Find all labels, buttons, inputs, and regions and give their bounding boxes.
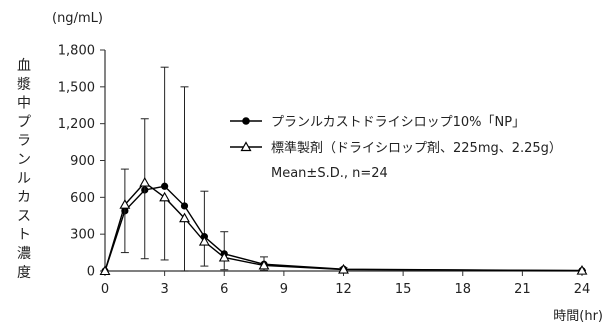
data-point xyxy=(180,202,189,210)
y-tick-label: 900 xyxy=(70,154,95,169)
data-point xyxy=(159,191,171,202)
series-layer xyxy=(99,66,588,276)
series-reference-drug xyxy=(99,176,588,276)
data-point xyxy=(161,182,169,190)
y-tick-label: 0 xyxy=(87,265,95,280)
data-point xyxy=(218,251,230,262)
x-tick-label: 21 xyxy=(514,282,531,297)
y-tick-label: 1,500 xyxy=(58,80,95,95)
y-tick-label: 300 xyxy=(70,228,95,243)
data-point xyxy=(198,235,210,246)
legend: プランルカストドライシロップ10%「NP」 標準製剤（ドライシロップ剤、225m… xyxy=(230,115,562,181)
x-tick-label: 3 xyxy=(160,282,168,297)
x-tick-label: 18 xyxy=(454,282,471,297)
y-axis-label-char: 中 xyxy=(17,96,31,112)
series-line xyxy=(104,181,583,272)
y-axis-label-char: ン xyxy=(17,152,31,168)
data-point xyxy=(99,265,111,276)
legend-item-test-drug: プランルカストドライシロップ10%「NP」 xyxy=(230,115,525,130)
y-axis-ticks: 0 300 600 900 1,200 1,500 1,800 xyxy=(58,44,105,280)
y-axis-label-char: ス xyxy=(17,208,31,224)
legend-item-reference-drug: 標準製剤（ドライシロップ剤、225mg、2.25g） xyxy=(230,140,562,156)
y-axis-label-char: カ xyxy=(17,190,31,206)
legend-note: Mean±S.D., n=24 xyxy=(271,166,388,181)
legend-label-test-drug: プランルカストドライシロップ10%「NP」 xyxy=(271,115,525,130)
data-point xyxy=(576,265,588,275)
y-tick-label: 1,200 xyxy=(58,117,95,132)
y-axis-label-char: 血 xyxy=(17,58,31,74)
y-axis-label-char: プ xyxy=(17,114,31,130)
x-tick-label: 12 xyxy=(335,282,352,297)
data-point xyxy=(179,212,190,223)
data-point xyxy=(338,263,349,274)
y-axis-label-char: ラ xyxy=(17,133,31,149)
y-axis-label-char: 度 xyxy=(17,265,31,281)
legend-marker-filled-circle xyxy=(242,117,250,125)
axes xyxy=(104,50,582,272)
data-point xyxy=(258,259,270,270)
y-axis-label-char: ト xyxy=(17,227,31,243)
x-axis-ticks: 0 3 6 9 12 15 18 21 24 xyxy=(101,271,590,297)
legend-label-reference-drug: 標準製剤（ドライシロップ剤、225mg、2.25g） xyxy=(271,140,562,156)
x-tick-label: 0 xyxy=(101,282,109,297)
x-tick-label: 24 xyxy=(574,282,591,297)
y-axis-label-char: 濃 xyxy=(17,246,31,262)
x-tick-label: 6 xyxy=(220,282,228,297)
legend-marker-open-triangle xyxy=(240,141,252,152)
y-tick-label: 600 xyxy=(70,191,95,206)
y-axis-unit: (ng/mL) xyxy=(52,11,103,26)
data-point xyxy=(119,199,131,209)
x-tick-label: 15 xyxy=(395,282,412,297)
data-point xyxy=(139,176,151,187)
y-axis-label-char: 漿 xyxy=(17,77,31,93)
series-line xyxy=(104,185,583,272)
x-axis-title: 時間(hr) xyxy=(553,309,603,324)
y-axis-label-char: ル xyxy=(17,171,31,187)
y-tick-label: 1,800 xyxy=(58,44,95,59)
x-tick-label: 9 xyxy=(280,282,288,297)
